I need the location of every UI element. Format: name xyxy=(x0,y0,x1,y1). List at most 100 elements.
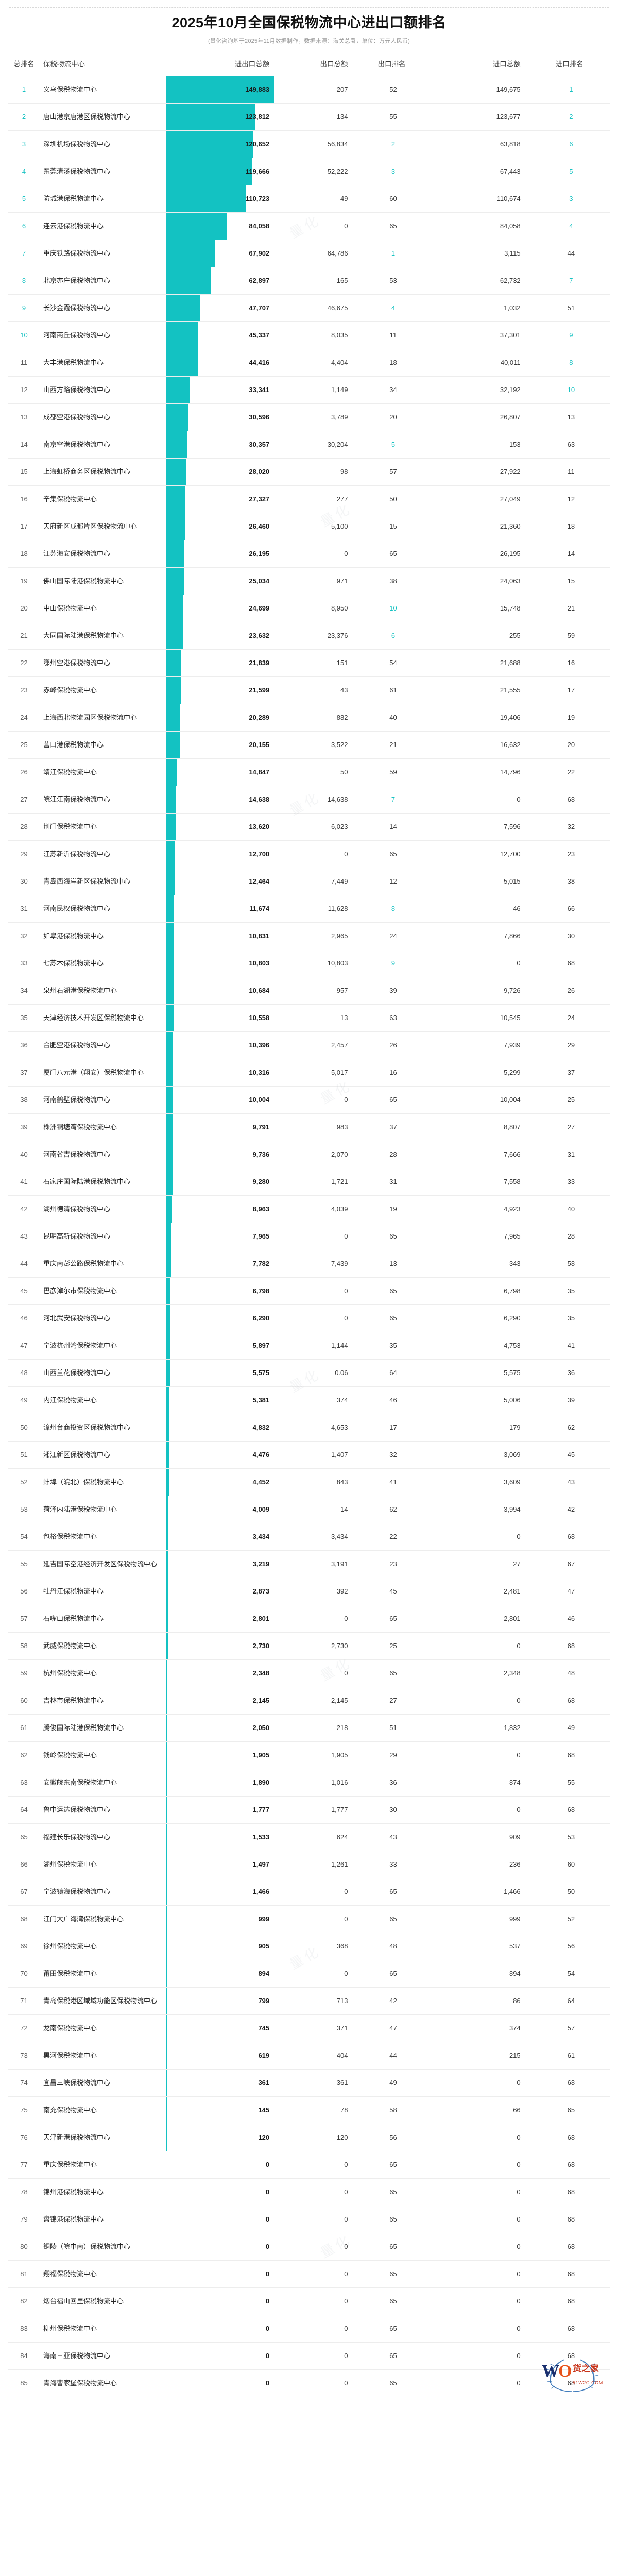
cell-center-name: 宁波镇海保税物流中心 xyxy=(43,1887,110,1895)
table-row[interactable]: 17 天府新区成都片区保税物流中心 26,460 5,100 15 21,360 18 xyxy=(8,513,610,540)
column-header-total-amount[interactable]: 进出口总额 xyxy=(234,60,270,68)
table-row[interactable]: 31 河南民权保税物流中心 11,674 11,628 8 46 66 xyxy=(8,895,610,922)
table-row[interactable]: 28 荆门保税物流中心 13,620 6,023 14 7,596 32 xyxy=(8,813,610,840)
table-row[interactable]: 73 黑河保税物流中心 619 404 44 215 61 xyxy=(8,2042,610,2069)
table-row[interactable]: 34 泉州石湖港保税物流中心 10,684 957 39 9,726 26 xyxy=(8,977,610,1004)
table-row[interactable]: 52 蚌埠（皖北）保税物流中心 4,452 843 41 3,609 43 xyxy=(8,1468,610,1496)
table-row[interactable]: 74 宜昌三峡保税物流中心 361 361 49 0 68 xyxy=(8,2069,610,2096)
table-row[interactable]: 22 鄂州空港保税物流中心 21,839 151 54 21,688 16 xyxy=(8,649,610,676)
top-divider xyxy=(9,7,609,8)
column-header-center-name[interactable]: 保税物流中心 xyxy=(43,60,85,68)
cell-import-amount: 1,032 xyxy=(504,304,521,312)
table-row[interactable]: 68 江门大广海湾保税物流中心 999 0 65 999 52 xyxy=(8,1905,610,1933)
table-row[interactable]: 9 长沙金霞保税物流中心 47,707 46,675 4 1,032 51 xyxy=(8,294,610,321)
table-row[interactable]: 21 大同国际陆港保税物流中心 23,632 23,376 6 255 59 xyxy=(8,622,610,649)
cell-export-amount: 4,039 xyxy=(331,1205,348,1213)
table-row[interactable]: 63 安徽皖东南保税物流中心 1,890 1,016 36 874 55 xyxy=(8,1769,610,1796)
table-row[interactable]: 11 大丰港保税物流中心 44,416 4,404 18 40,011 8 xyxy=(8,349,610,376)
table-row[interactable]: 29 江苏新沂保税物流中心 12,700 0 65 12,700 23 xyxy=(8,840,610,868)
table-row[interactable]: 69 徐州保税物流中心 905 368 48 537 56 xyxy=(8,1933,610,1960)
table-row[interactable]: 13 成都空港保税物流中心 30,596 3,789 20 26,807 13 xyxy=(8,403,610,431)
table-row[interactable]: 85 青海曹家堡保税物流中心 0 0 65 0 68 xyxy=(8,2369,610,2397)
table-row[interactable]: 81 翔福保税物流中心 0 0 65 0 68 xyxy=(8,2260,610,2287)
table-row[interactable]: 57 石嘴山保税物流中心 2,801 0 65 2,801 46 xyxy=(8,1605,610,1632)
table-row[interactable]: 15 上海虹桥商务区保税物流中心 28,020 98 57 27,922 11 xyxy=(8,458,610,485)
table-row[interactable]: 23 赤峰保税物流中心 21,599 43 61 21,555 17 xyxy=(8,676,610,704)
table-row[interactable]: 36 合肥空港保税物流中心 10,396 2,457 26 7,939 29 xyxy=(8,1031,610,1059)
column-header-export-rank[interactable]: 出口排名 xyxy=(377,60,406,68)
table-row[interactable]: 26 靖江保税物流中心 14,847 50 59 14,796 22 xyxy=(8,758,610,786)
table-row[interactable]: 70 莆田保税物流中心 894 0 65 894 54 xyxy=(8,1960,610,1987)
table-row[interactable]: 58 武威保税物流中心 2,730 2,730 25 0 68 xyxy=(8,1632,610,1659)
table-row[interactable]: 59 杭州保税物流中心 2,348 0 65 2,348 48 xyxy=(8,1659,610,1687)
table-row[interactable]: 35 天津经济技术开发区保税物流中心 10,558 13 63 10,545 24 xyxy=(8,1004,610,1031)
table-row[interactable]: 80 铜陵（皖中南）保税物流中心 0 0 65 0 68 xyxy=(8,2233,610,2260)
table-row[interactable]: 56 牡丹江保税物流中心 2,873 392 45 2,481 47 xyxy=(8,1578,610,1605)
table-row[interactable]: 5 防城港保税物流中心 110,723 49 60 110,674 3 xyxy=(8,185,610,212)
column-header-import-rank[interactable]: 进口排名 xyxy=(555,60,583,68)
table-row[interactable]: 65 福建长乐保税物流中心 1,533 624 43 909 53 xyxy=(8,1823,610,1851)
cell-export-amount: 151 xyxy=(336,659,348,667)
table-row[interactable]: 71 青岛保税港区域域功能区保税物流中心 799 713 42 86 64 xyxy=(8,1987,610,2014)
table-row[interactable]: 67 宁波镇海保税物流中心 1,466 0 65 1,466 50 xyxy=(8,1878,610,1905)
table-row[interactable]: 76 天津新港保税物流中心 120 120 56 0 68 xyxy=(8,2124,610,2151)
table-row[interactable]: 4 东莞清溪保税物流中心 119,666 52,222 3 67,443 5 xyxy=(8,158,610,185)
table-row[interactable]: 44 重庆南彭公路保税物流中心 7,782 7,439 13 343 58 xyxy=(8,1250,610,1277)
table-row[interactable]: 10 河南商丘保税物流中心 45,337 8,035 11 37,301 9 xyxy=(8,321,610,349)
table-row[interactable]: 46 河北武安保税物流中心 6,290 0 65 6,290 35 xyxy=(8,1304,610,1332)
cell-export-amount: 713 xyxy=(336,1997,348,2005)
table-row[interactable]: 66 湖州保税物流中心 1,497 1,261 33 236 60 xyxy=(8,1851,610,1878)
table-row[interactable]: 75 南充保税物流中心 145 78 58 66 65 xyxy=(8,2096,610,2124)
table-row[interactable]: 78 锦州港保税物流中心 0 0 65 0 68 xyxy=(8,2178,610,2206)
table-row[interactable]: 53 菏泽内陆港保税物流中心 4,009 14 62 3,994 42 xyxy=(8,1496,610,1523)
table-row[interactable]: 72 龙南保税物流中心 745 371 47 374 57 xyxy=(8,2014,610,2042)
table-row[interactable]: 8 北京亦庄保税物流中心 62,897 165 53 62,732 7 xyxy=(8,267,610,294)
table-row[interactable]: 47 宁波杭州湾保税物流中心 5,897 1,144 35 4,753 41 xyxy=(8,1332,610,1359)
table-row[interactable]: 43 昆明高新保税物流中心 7,965 0 65 7,965 28 xyxy=(8,1223,610,1250)
table-row[interactable]: 38 河南鹤壁保税物流中心 10,004 0 65 10,004 25 xyxy=(8,1086,610,1113)
table-row[interactable]: 77 重庆保税物流中心 0 0 65 0 68 xyxy=(8,2151,610,2178)
table-row[interactable]: 19 佛山国际陆港保税物流中心 25,034 971 38 24,063 15 xyxy=(8,567,610,595)
table-row[interactable]: 79 盘锦港保税物流中心 0 0 65 0 68 xyxy=(8,2206,610,2233)
table-row[interactable]: 42 湖州德清保税物流中心 8,963 4,039 19 4,923 40 xyxy=(8,1195,610,1223)
table-row[interactable]: 49 内江保税物流中心 5,381 374 46 5,006 39 xyxy=(8,1386,610,1414)
table-row[interactable]: 62 钱岭保税物流中心 1,905 1,905 29 0 68 xyxy=(8,1741,610,1769)
table-row[interactable]: 64 鲁中运达保税物流中心 1,777 1,777 30 0 68 xyxy=(8,1796,610,1823)
table-row[interactable]: 40 河南省吉保税物流中心 9,736 2,070 28 7,666 31 xyxy=(8,1141,610,1168)
cell-import-rank: 10 xyxy=(567,386,575,394)
table-row[interactable]: 25 营口港保税物流中心 20,155 3,522 21 16,632 20 xyxy=(8,731,610,758)
table-row[interactable]: 50 漳州台商投资区保税物流中心 4,832 4,653 17 179 62 xyxy=(8,1414,610,1441)
table-row[interactable]: 83 柳州保税物流中心 0 0 65 0 68 xyxy=(8,2315,610,2342)
table-row[interactable]: 37 厦门八元港（翔安）保税物流中心 10,316 5,017 16 5,299 37 xyxy=(8,1059,610,1086)
table-row[interactable]: 30 青岛西海岸新区保税物流中心 12,464 7,449 12 5,015 38 xyxy=(8,868,610,895)
table-row[interactable]: 39 株洲铜塘湾保税物流中心 9,791 983 37 8,807 27 xyxy=(8,1113,610,1141)
table-row[interactable]: 61 腾俊国际陆港保税物流中心 2,050 218 51 1,832 49 xyxy=(8,1714,610,1741)
table-row[interactable]: 24 上海西北物流园区保税物流中心 20,289 882 40 19,406 19 xyxy=(8,704,610,731)
table-row[interactable]: 2 唐山港京唐港区保税物流中心 123,812 134 55 123,677 2 xyxy=(8,103,610,130)
table-row[interactable]: 6 连云港保税物流中心 84,058 0 65 84,058 4 xyxy=(8,212,610,240)
table-row[interactable]: 55 延吉国际空港经济开发区保税物流中心 3,219 3,191 23 27 67 xyxy=(8,1550,610,1578)
table-row[interactable]: 1 义乌保税物流中心 149,883 207 52 149,675 1 xyxy=(8,76,610,103)
table-row[interactable]: 20 中山保税物流中心 24,699 8,950 10 15,748 21 xyxy=(8,595,610,622)
table-row[interactable]: 12 山西方略保税物流中心 33,341 1,149 34 32,192 10 xyxy=(8,376,610,403)
table-row[interactable]: 84 海南三亚保税物流中心 0 0 65 0 68 xyxy=(8,2342,610,2369)
column-header-total-rank[interactable]: 总排名 xyxy=(13,60,35,68)
table-row[interactable]: 82 烟台福山回里保税物流中心 0 0 65 0 68 xyxy=(8,2287,610,2315)
table-row[interactable]: 41 石家庄国际陆港保税物流中心 9,280 1,721 31 7,558 33 xyxy=(8,1168,610,1195)
table-row[interactable]: 54 包格保税物流中心 3,434 3,434 22 0 68 xyxy=(8,1523,610,1550)
table-row[interactable]: 3 深圳机场保税物流中心 120,652 56,834 2 63,818 6 xyxy=(8,130,610,158)
table-row[interactable]: 60 吉林市保税物流中心 2,145 2,145 27 0 68 xyxy=(8,1687,610,1714)
table-row[interactable]: 33 七苏木保税物流中心 10,803 10,803 9 0 68 xyxy=(8,950,610,977)
column-header-export-amount[interactable]: 出口总额 xyxy=(320,60,348,68)
column-header-import-amount[interactable]: 进口总额 xyxy=(492,60,521,68)
table-row[interactable]: 48 山西兰花保税物流中心 5,575 0.06 64 5,575 36 xyxy=(8,1359,610,1386)
table-row[interactable]: 32 如皋港保税物流中心 10,831 2,965 24 7,866 30 xyxy=(8,922,610,950)
table-row[interactable]: 45 巴彦淖尔市保税物流中心 6,798 0 65 6,798 35 xyxy=(8,1277,610,1304)
table-row[interactable]: 18 江苏海安保税物流中心 26,195 0 65 26,195 14 xyxy=(8,540,610,567)
total-amount-value: 1,777 xyxy=(252,1806,270,1814)
table-row[interactable]: 14 南京空港保税物流中心 30,357 30,204 5 153 63 xyxy=(8,431,610,458)
table-row[interactable]: 51 湘江新区保税物流中心 4,476 1,407 32 3,069 45 xyxy=(8,1441,610,1468)
table-row[interactable]: 27 皖江江南保税物流中心 14,638 14,638 7 0 68 xyxy=(8,786,610,813)
table-row[interactable]: 16 辛集保税物流中心 27,327 277 50 27,049 12 xyxy=(8,485,610,513)
table-row[interactable]: 7 重庆铁路保税物流中心 67,902 64,786 1 3,115 44 xyxy=(8,240,610,267)
